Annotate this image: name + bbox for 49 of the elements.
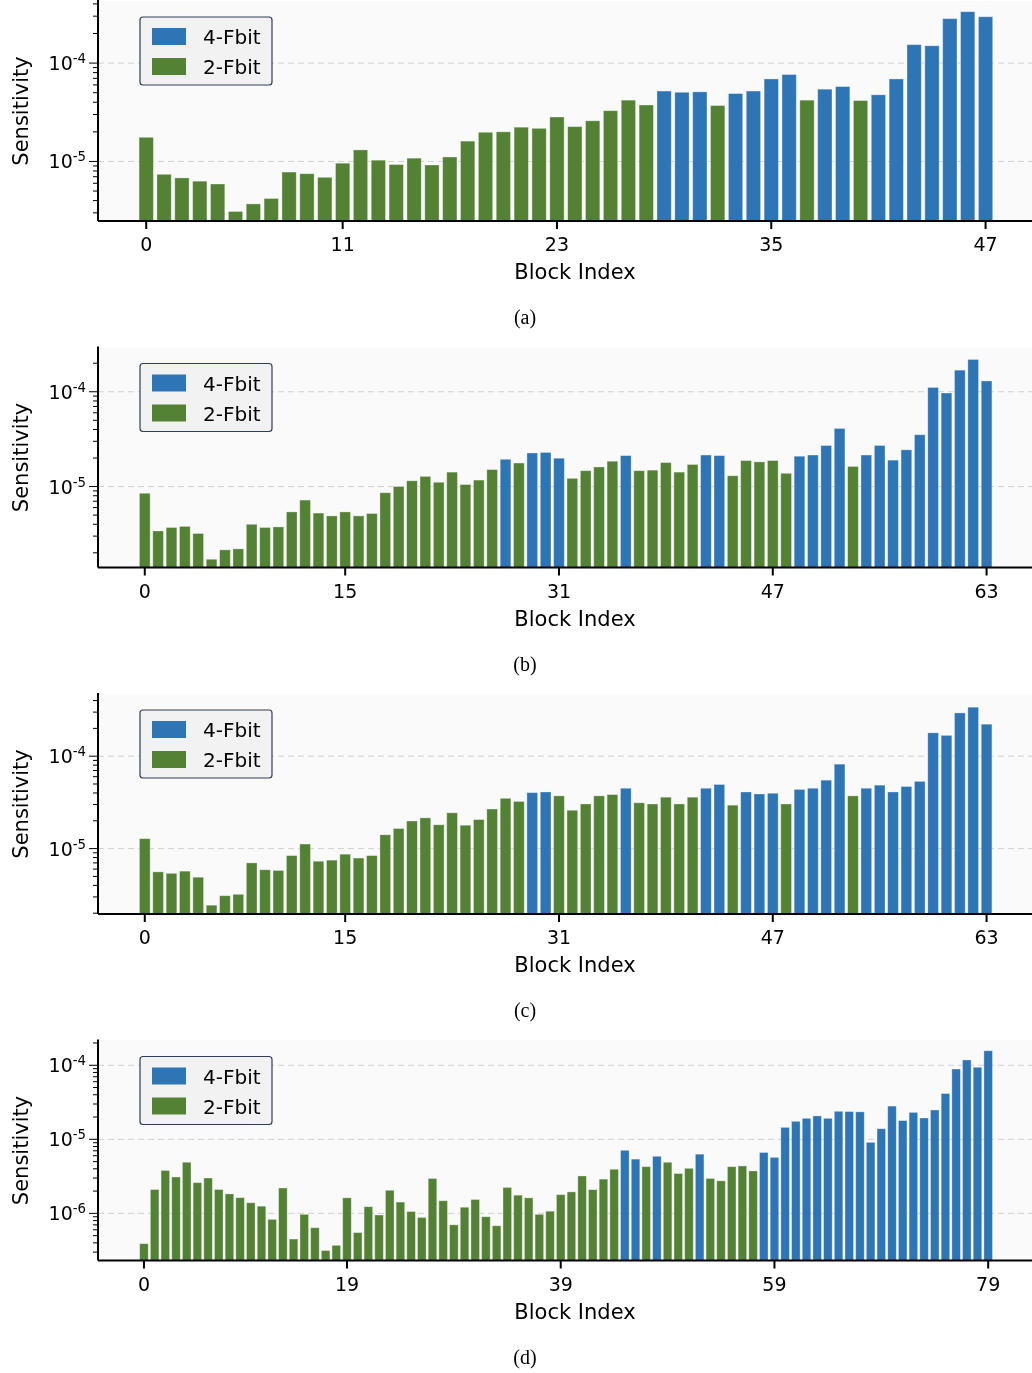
x-axis-title: Block Index [514, 1299, 636, 1324]
text: (d) [513, 1345, 537, 1369]
x-tick-label: 19 [334, 1272, 360, 1295]
x-tick-label: 47 [760, 926, 785, 948]
y-axis-title: Sensitivity [9, 56, 33, 166]
y-tick-label: 10$^{-4}$ [48, 743, 86, 768]
legend-label: 2-Fbit [203, 748, 261, 772]
legend-label: 4-Fbit [203, 718, 261, 742]
x-tick-label: 31 [546, 579, 572, 602]
y-tick-label: 10$^{-5}$ [48, 836, 86, 860]
x-tick-label: 63 [974, 579, 999, 602]
x-axis-title: Block Index [514, 260, 636, 284]
legend-label: 4-Fbit [203, 371, 261, 396]
x-axis-title: Block Index [514, 606, 636, 631]
text: (a) [513, 306, 537, 329]
y-tick-label: 10$^{-4}$ [48, 1052, 86, 1077]
x-tick-label: 47 [760, 579, 785, 602]
x-tick-label: 15 [333, 579, 358, 602]
x-tick-label: 39 [548, 1272, 573, 1295]
x-tick-label: 59 [762, 1272, 787, 1295]
x-tick-label: 23 [544, 233, 570, 255]
y-tick-label: 10$^{-4}$ [48, 379, 86, 403]
x-tick-label: 0 [138, 926, 151, 948]
legend-label: 4-Fbit [203, 25, 261, 49]
legend-label: 2-Fbit [203, 1094, 261, 1119]
x-tick-label: 11 [330, 233, 355, 255]
x-tick-label: 63 [974, 926, 999, 948]
y-axis-title: Sensitivity [9, 402, 33, 513]
x-tick-label: 79 [976, 1272, 1001, 1295]
x-tick-label: 31 [546, 926, 572, 948]
y-tick-label: 10$^{-6}$ [48, 1200, 86, 1225]
y-axis-title: Sensitivity [9, 1095, 33, 1206]
x-tick-label: 0 [137, 1272, 150, 1295]
y-axis-title: Sensitivity [9, 749, 33, 859]
text: (b) [513, 652, 537, 676]
x-tick-label: 35 [759, 233, 784, 255]
legend-label: 2-Fbit [203, 401, 261, 426]
y-tick-label: 10$^{-5}$ [48, 148, 86, 173]
x-axis-title: Block Index [514, 953, 636, 977]
y-tick-label: 10$^{-4}$ [48, 50, 86, 75]
legend-label: 2-Fbit [203, 55, 261, 79]
x-tick-label: 0 [138, 579, 151, 602]
y-tick-label: 10$^{-5}$ [48, 1126, 86, 1151]
text: (c) [513, 999, 537, 1022]
x-tick-label: 15 [333, 926, 358, 948]
x-tick-label: 47 [973, 233, 998, 255]
x-tick-label: 0 [140, 233, 153, 255]
y-tick-label: 10$^{-5}$ [48, 474, 86, 498]
legend-label: 4-Fbit [203, 1064, 261, 1089]
